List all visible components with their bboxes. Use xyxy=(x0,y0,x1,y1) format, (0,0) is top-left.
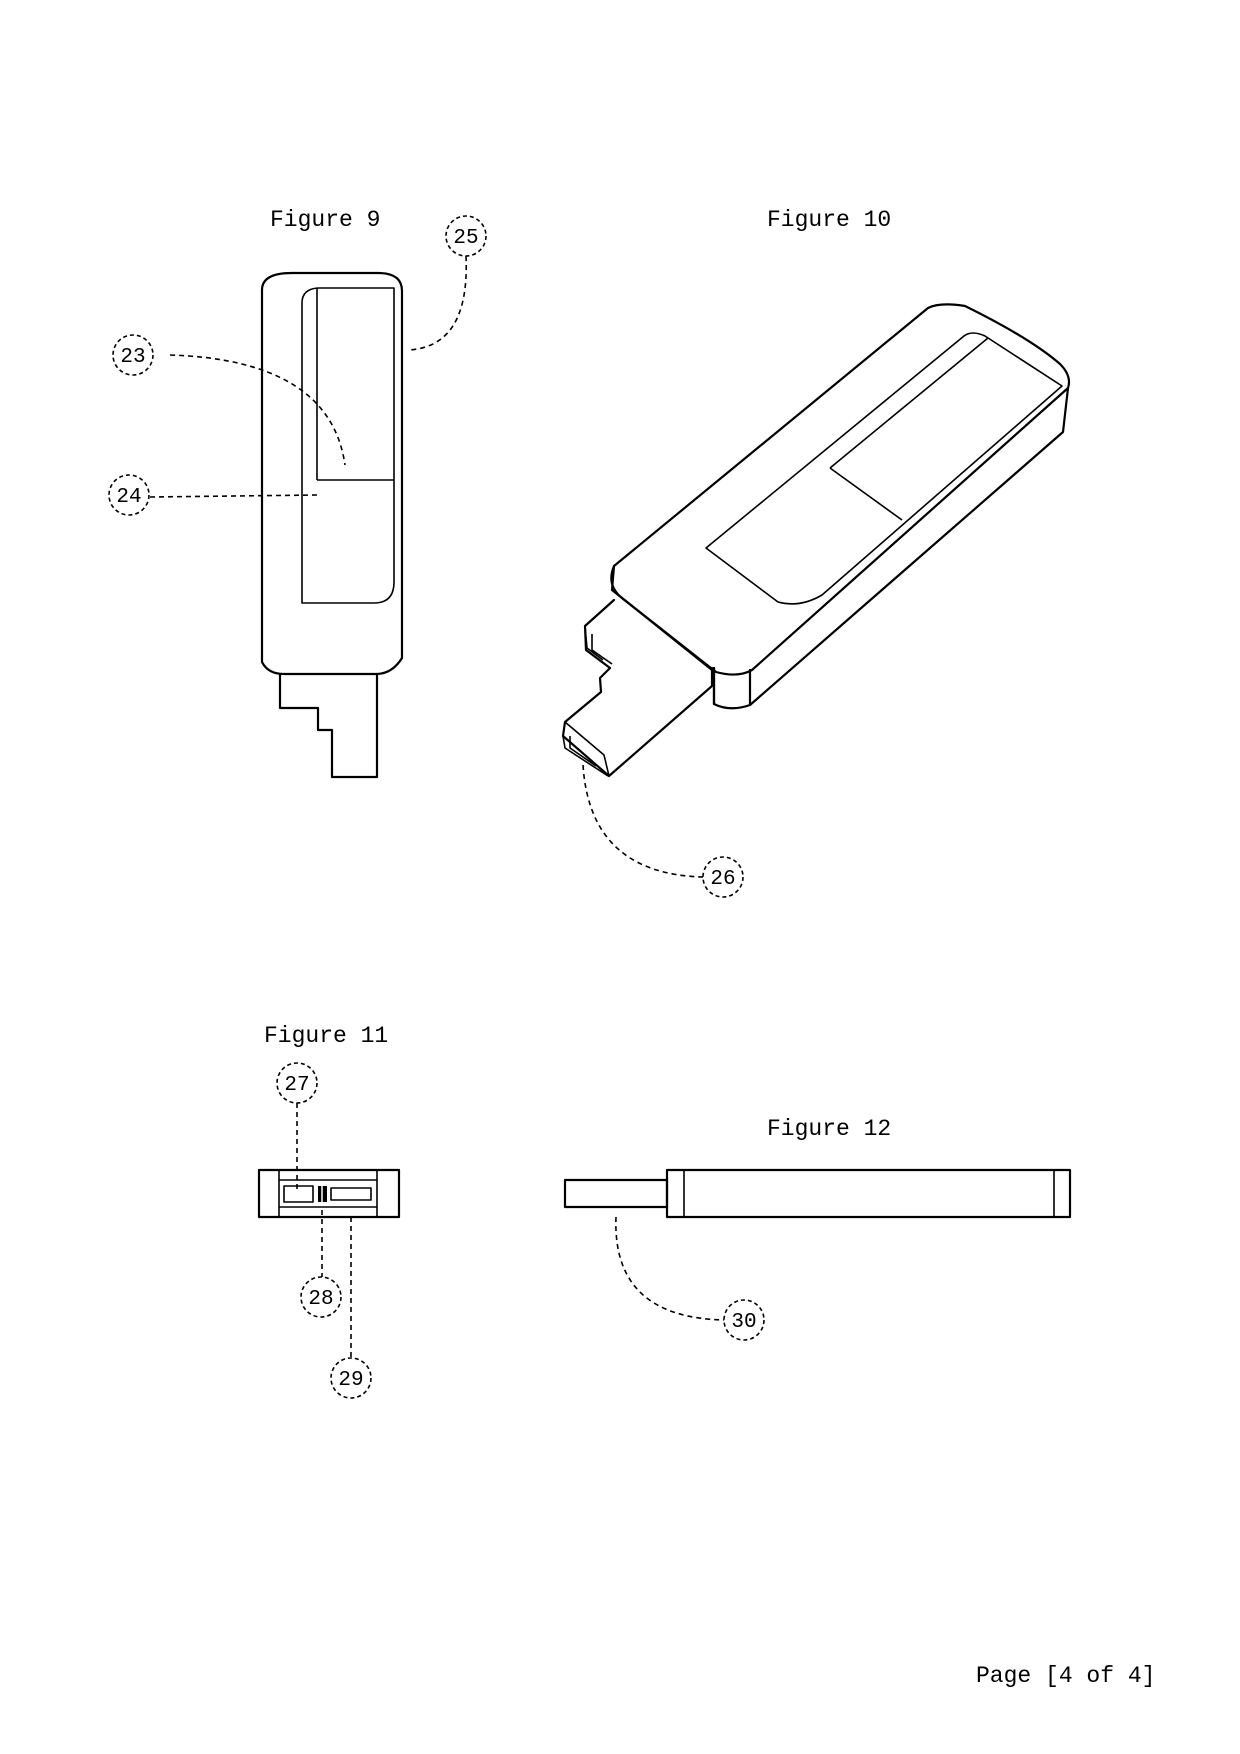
usb-connector xyxy=(278,673,379,779)
svg-text:25: 25 xyxy=(453,227,478,250)
usb-stick-top-view xyxy=(260,271,404,779)
ref-bubble-25: 25 xyxy=(445,215,487,257)
svg-text:29: 29 xyxy=(338,1369,363,1392)
ref-bubble-30: 30 xyxy=(723,1299,765,1341)
ref-bubble-28: 28 xyxy=(300,1276,342,1318)
page-number: Page [4 of 4] xyxy=(976,1663,1155,1689)
figure-12-title: Figure 12 xyxy=(767,1116,891,1142)
panel-divider-a xyxy=(829,337,989,469)
svg-text:23: 23 xyxy=(120,346,145,369)
leader-26 xyxy=(582,764,706,878)
ref-bubble-23: 23 xyxy=(112,334,154,376)
svg-text:28: 28 xyxy=(308,1288,333,1311)
figure-11-title: Figure 11 xyxy=(264,1023,388,1049)
figure-10-title: Figure 10 xyxy=(767,207,891,233)
figure-12: Figure 12 30 xyxy=(563,1116,1072,1341)
figure-11: Figure 11 27 28 29 xyxy=(257,1023,401,1399)
figure-9: Figure 9 23 24 25 xyxy=(108,207,487,779)
usb-connector-slot-1 xyxy=(591,634,613,665)
end-view-outline xyxy=(257,1168,401,1219)
ref-bubble-26: 26 xyxy=(702,856,744,898)
svg-text:26: 26 xyxy=(710,868,735,891)
connector-port-left xyxy=(283,1185,314,1203)
leader-23 xyxy=(169,354,346,466)
usb-stick-isometric-view xyxy=(561,303,1071,778)
usb-stick-end-view xyxy=(257,1168,401,1219)
svg-text:30: 30 xyxy=(731,1311,756,1334)
usb-stick-side-view xyxy=(563,1168,1072,1219)
usb-connector-slot-2 xyxy=(569,736,597,767)
figure-9-title: Figure 9 xyxy=(270,207,380,233)
label-window xyxy=(705,332,1063,605)
leader-30 xyxy=(615,1216,726,1321)
svg-text:24: 24 xyxy=(116,486,141,509)
usb-body-top-face xyxy=(610,303,1071,676)
leader-25 xyxy=(407,255,468,351)
svg-text:27: 27 xyxy=(284,1074,309,1097)
ref-bubble-29: 29 xyxy=(330,1357,372,1399)
ref-bubble-27: 27 xyxy=(276,1062,318,1104)
ref-bubble-24: 24 xyxy=(108,474,150,516)
leader-24 xyxy=(149,494,319,498)
connector-port-right xyxy=(330,1187,372,1201)
usb-body-base-edge xyxy=(610,564,714,672)
figure-10: Figure 10 26 xyxy=(561,207,1071,898)
panel-divider-b xyxy=(829,467,903,521)
label-window xyxy=(301,287,395,604)
side-view-body xyxy=(665,1168,1072,1219)
side-view-connector xyxy=(563,1178,669,1209)
usb-connector-inner xyxy=(562,625,610,777)
usb-body-outline xyxy=(260,271,404,676)
